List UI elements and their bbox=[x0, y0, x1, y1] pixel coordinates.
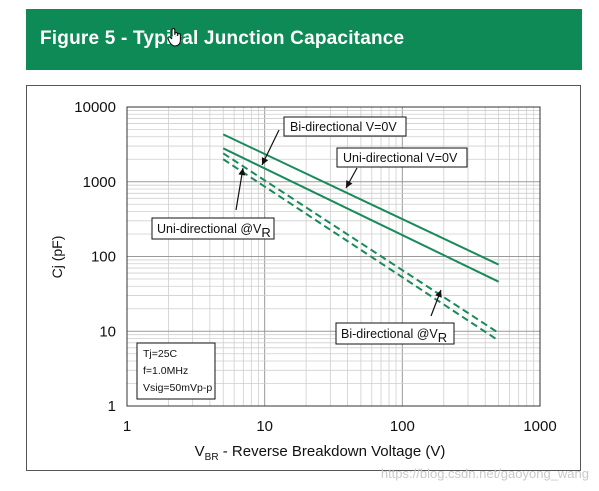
annotation-box bbox=[151, 217, 275, 240]
x-axis-label-rest: - Reverse Breakdown Voltage (V) bbox=[219, 443, 446, 460]
annotation-label: Uni-directional @VR bbox=[157, 222, 271, 240]
watermark-text: https://blog.csdn.net/gaoyong_wang bbox=[380, 466, 589, 481]
conditions-box: Tj=25C f=1.0MHz Vsig=50mVp-p bbox=[136, 342, 216, 400]
y-tick-label: 10 bbox=[99, 323, 116, 340]
series-lines bbox=[222, 133, 500, 342]
x-tick-label: 100 bbox=[390, 418, 415, 435]
annotation-1: Bi-directional V=0V bbox=[261, 116, 407, 166]
annotation-arrowhead bbox=[346, 180, 353, 188]
y-tick-label: 100 bbox=[91, 249, 116, 266]
plot-area-border bbox=[126, 106, 541, 407]
chart-frame bbox=[26, 85, 581, 471]
annotation-2: Uni-directional V=0V bbox=[336, 147, 468, 189]
figure-title: Figure 5 - Typical Junction Capacitance bbox=[40, 28, 405, 49]
annotation-arrowhead bbox=[238, 168, 246, 176]
annotation-4: Bi-directional @VR bbox=[335, 289, 455, 345]
annotation-3: Uni-directional @VR bbox=[151, 167, 275, 240]
annotation-arrow bbox=[235, 167, 244, 211]
annotation-label: Uni-directional V=0V bbox=[343, 151, 458, 165]
y-tick-label: 10000 bbox=[74, 99, 116, 116]
y-tick-label: 1000 bbox=[83, 174, 116, 191]
annotation-box bbox=[283, 116, 407, 137]
condition-tj: Tj=25C bbox=[143, 348, 178, 360]
x-axis-label-v: V bbox=[195, 443, 205, 460]
annotation-arrowhead bbox=[435, 290, 442, 298]
annotation-box bbox=[335, 322, 455, 345]
annotation-arrowhead bbox=[261, 157, 269, 165]
x-tick-label: 1000 bbox=[523, 418, 556, 435]
y-tick-label: 1 bbox=[108, 398, 116, 415]
figure-header-banner: Figure 5 - Typical Junction Capacitance bbox=[26, 9, 582, 70]
tick-labels: 1 10 100 1000 1 10 100 1000 10000 bbox=[74, 99, 556, 435]
x-axis-label-sub: BR bbox=[205, 452, 219, 463]
y-axis-label: Cj (pF) bbox=[49, 236, 65, 279]
hand-cursor-icon bbox=[167, 28, 181, 47]
condition-vsig: Vsig=50mVp-p bbox=[143, 382, 212, 394]
x-tick-label: 1 bbox=[123, 418, 131, 435]
x-tick-label: 10 bbox=[256, 418, 273, 435]
condition-freq: f=1.0MHz bbox=[143, 365, 188, 377]
x-axis-label: VBR - Reverse Breakdown Voltage (V) bbox=[195, 443, 446, 463]
series-line-2 bbox=[222, 147, 499, 283]
series-line-1 bbox=[222, 133, 499, 266]
annotations: Bi-directional V=0V Uni-directional V=0V U… bbox=[151, 116, 468, 345]
annotation-box bbox=[336, 147, 468, 168]
annotation-label: Bi-directional @VR bbox=[341, 327, 447, 345]
annotation-label: Bi-directional V=0V bbox=[290, 120, 397, 134]
